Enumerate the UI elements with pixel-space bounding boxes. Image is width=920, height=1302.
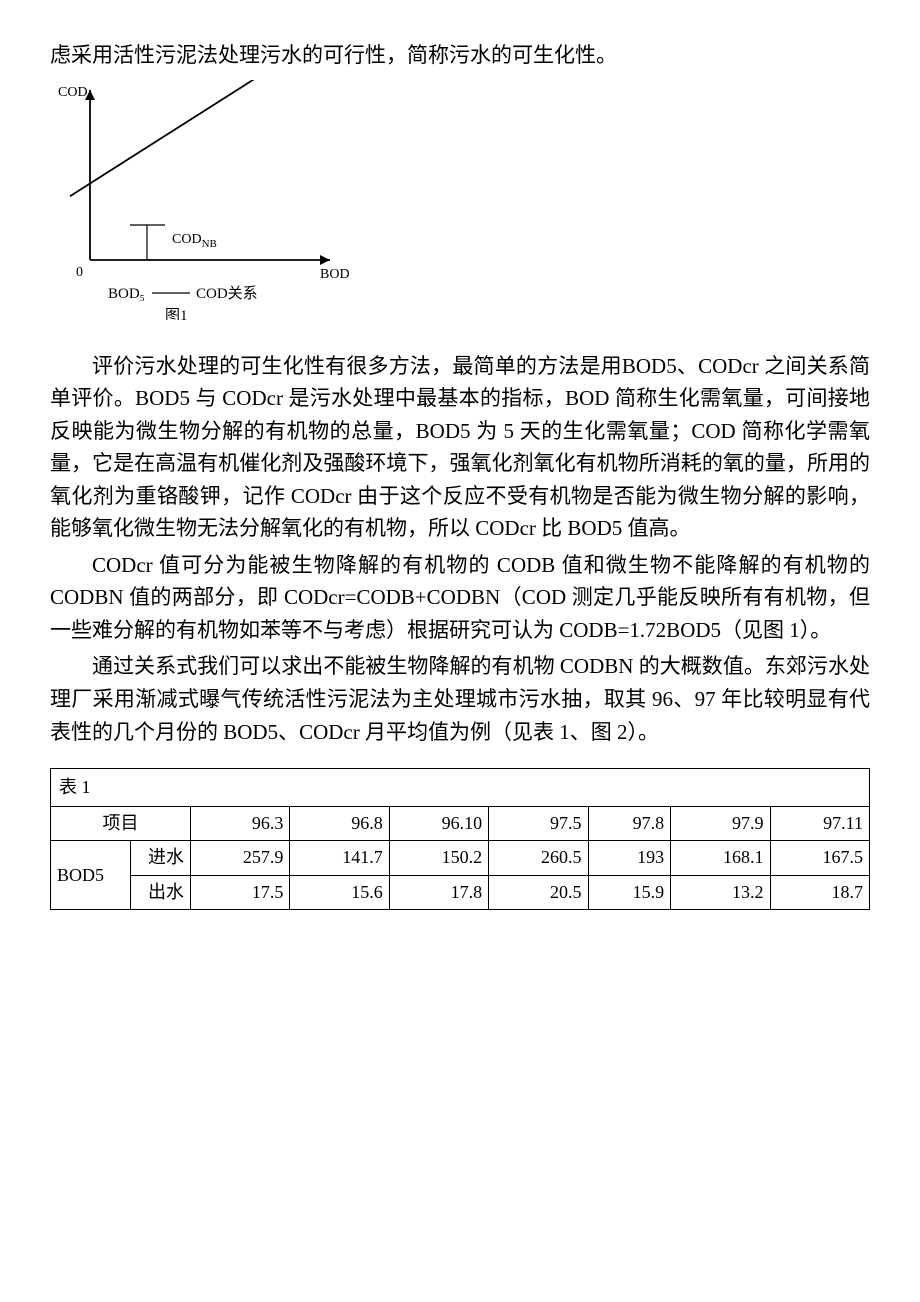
header-col: 96.8: [290, 807, 389, 841]
header-col: 96.10: [389, 807, 488, 841]
table-cell: 15.6: [290, 875, 389, 909]
paragraph-1: 评价污水处理的可生化性有很多方法，最简单的方法是用BOD5、CODcr 之间关系…: [50, 350, 870, 545]
header-col: 97.8: [588, 807, 671, 841]
row-label-bod5: BOD5: [51, 841, 131, 909]
header-col: 96.3: [191, 807, 290, 841]
body-text: 评价污水处理的可生化性有很多方法，最简单的方法是用BOD5、CODcr 之间关系…: [50, 350, 870, 749]
table-cell: 193: [588, 841, 671, 875]
sub-label-out: 出水: [131, 875, 191, 909]
svg-text:BOD₅: BOD₅: [108, 286, 145, 302]
table-cell: 17.5: [191, 875, 290, 909]
data-table: 表 1项目96.396.896.1097.597.897.997.11 BOD5进…: [50, 768, 870, 910]
paragraph-3: 通过关系式我们可以求出不能被生物降解的有机物 CODBN 的大概数值。东郊污水处…: [50, 650, 870, 748]
header-col: 97.5: [489, 807, 588, 841]
cod-bod-chart: COD BOD₅ 0 CODNB BOD₅ COD关系图1: [50, 80, 870, 320]
table-cell: 141.7: [290, 841, 389, 875]
header-item: 项目: [51, 807, 191, 841]
table-cell: 20.5: [489, 875, 588, 909]
table-cell: 13.2: [671, 875, 770, 909]
svg-text:CODNB: CODNB: [172, 232, 217, 250]
table-cell: 168.1: [671, 841, 770, 875]
svg-text:COD: COD: [58, 85, 88, 100]
svg-text:COD关系: COD关系: [196, 285, 258, 302]
table-cell: 150.2: [389, 841, 488, 875]
chart-svg: COD BOD₅ 0 CODNB BOD₅ COD关系图1: [50, 80, 350, 320]
table-cell: 260.5: [489, 841, 588, 875]
table-cell: 17.8: [389, 875, 488, 909]
intro-line: 虑采用活性污泥法处理污水的可行性，简称污水的可生化性。: [50, 40, 870, 72]
header-col: 97.9: [671, 807, 770, 841]
table-cell: 167.5: [770, 841, 869, 875]
paragraph-2: CODcr 值可分为能被生物降解的有机物的 CODB 值和微生物不能降解的有机物…: [50, 549, 870, 647]
header-col: 97.11: [770, 807, 869, 841]
table-cell: 15.9: [588, 875, 671, 909]
svg-text:BOD₅: BOD₅: [320, 267, 350, 282]
svg-text:图1: 图1: [165, 307, 188, 320]
sub-label-in: 进水: [131, 841, 191, 875]
table-title: 表 1: [51, 769, 870, 807]
svg-text:0: 0: [76, 265, 83, 280]
table-cell: 18.7: [770, 875, 869, 909]
table-cell: 257.9: [191, 841, 290, 875]
